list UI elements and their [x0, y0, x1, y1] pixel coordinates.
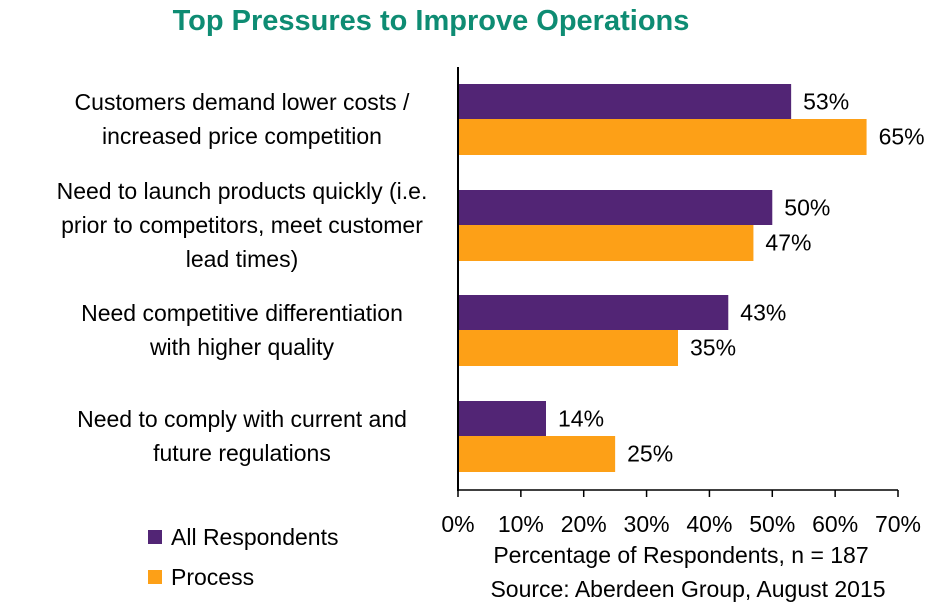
value-label: 65% [879, 124, 925, 150]
category-label: Need to launch products quickly (i.e. [57, 178, 428, 204]
value-label: 53% [803, 89, 849, 115]
x-tick-label: 0% [441, 511, 474, 537]
category-label: lead times) [186, 246, 298, 272]
category-label: Need to comply with current and [77, 406, 407, 432]
chart-title: Top Pressures to Improve Operations [173, 5, 690, 37]
legend-label: Process [171, 564, 254, 590]
x-tick-label: 30% [624, 511, 670, 537]
legend-label: All Respondents [171, 524, 339, 550]
value-label: 14% [558, 406, 604, 432]
legend-swatch [148, 570, 162, 584]
value-label: 47% [765, 230, 811, 256]
bar-process [458, 119, 867, 155]
category-label: increased price competition [102, 123, 382, 149]
x-axis-label: Percentage of Respondents, n = 187 [493, 542, 868, 568]
bar-all-respondents [458, 401, 546, 436]
value-label: 35% [690, 335, 736, 361]
x-tick-label: 40% [686, 511, 732, 537]
source-note: Source: Aberdeen Group, August 2015 [490, 576, 885, 602]
value-label: 25% [627, 441, 673, 467]
category-label: with higher quality [149, 334, 335, 360]
x-tick-label: 10% [498, 511, 544, 537]
bar-all-respondents [458, 190, 773, 225]
x-tick-label: 60% [812, 511, 858, 537]
category-label: Customers demand lower costs / [75, 89, 411, 115]
bar-all-respondents [458, 295, 729, 330]
x-tick-label: 20% [561, 511, 607, 537]
value-label: 43% [740, 300, 786, 326]
legend-swatch [148, 530, 162, 544]
category-label: future regulations [153, 440, 331, 466]
bar-process [458, 436, 616, 472]
x-tick-label: 50% [749, 511, 795, 537]
bar-process [458, 225, 754, 261]
value-label: 50% [784, 195, 830, 221]
x-tick-label: 70% [875, 511, 921, 537]
category-label: Need competitive differentiation [81, 300, 403, 326]
bar-process [458, 330, 678, 366]
bar-all-respondents [458, 84, 792, 119]
category-label: prior to competitors, meet customer [61, 212, 423, 238]
